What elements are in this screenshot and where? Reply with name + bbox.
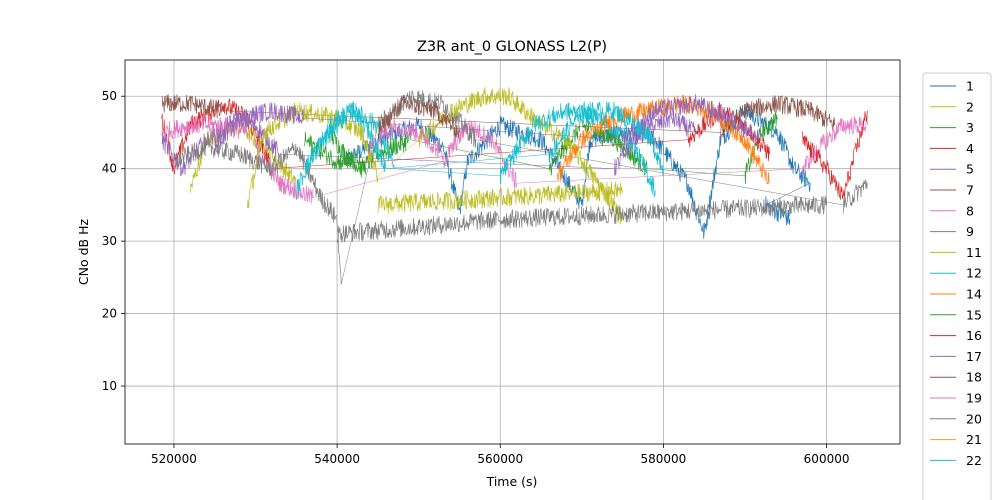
- legend-label: 11: [966, 245, 982, 260]
- x-tick-label: 540000: [314, 452, 360, 466]
- x-tick-label: 560000: [477, 452, 523, 466]
- series-line: [336, 195, 827, 244]
- series-line: [377, 94, 460, 139]
- legend-label: 4: [966, 141, 974, 156]
- legend-label: 3: [966, 120, 974, 135]
- series-line: [622, 94, 762, 147]
- series-line: [173, 137, 342, 285]
- legend-label: 20: [966, 411, 982, 426]
- legend-box: [922, 72, 992, 500]
- series-line: [744, 111, 778, 185]
- series-connector: [475, 139, 843, 206]
- legend-label: 2: [966, 99, 974, 114]
- series-line: [377, 181, 623, 214]
- series-connector: [247, 132, 256, 148]
- legend-label: 17: [966, 349, 982, 364]
- legend-label: 19: [966, 391, 982, 406]
- series-line: [842, 179, 868, 214]
- series-16: [801, 110, 868, 200]
- series-lines: [161, 87, 868, 285]
- series-line: [161, 94, 223, 119]
- legend-label: 18: [966, 370, 982, 385]
- y-tick-label: 50: [102, 89, 117, 103]
- series-line: [418, 87, 623, 225]
- x-tick-label: 520000: [151, 452, 197, 466]
- series-connector: [394, 168, 501, 177]
- legend-label: 16: [966, 328, 982, 343]
- series-line: [801, 115, 868, 177]
- x-tick-label: 600000: [804, 452, 850, 466]
- y-axis-label: CNo dB Hz: [76, 218, 91, 285]
- series-connector: [340, 125, 379, 285]
- series-20: [336, 195, 827, 244]
- legend-label: 5: [966, 162, 974, 177]
- legend-label: 7: [966, 183, 974, 198]
- legend-label: 22: [966, 453, 982, 468]
- y-tick-label: 30: [102, 234, 117, 248]
- y-tick-label: 40: [102, 162, 117, 176]
- x-axis: 520000 540000 560000 580000 600000: [151, 444, 849, 466]
- legend-label: 14: [966, 287, 982, 302]
- series-line: [255, 138, 313, 204]
- series-9: [173, 90, 868, 285]
- series-line: [214, 102, 305, 152]
- y-tick-label: 20: [102, 307, 117, 321]
- series-21: [377, 181, 623, 214]
- legend-label: 12: [966, 266, 982, 281]
- series-line: [304, 101, 387, 175]
- chart-title: Z3R ant_0 GLONASS L2(P): [417, 39, 607, 55]
- series-line: [548, 101, 664, 177]
- series-connector: [386, 153, 550, 169]
- legend-label: 1: [966, 79, 974, 94]
- y-axis: 10 20 30 40 50: [102, 89, 125, 393]
- series-line: [304, 131, 362, 171]
- series-line: [369, 116, 444, 160]
- series-line: [557, 94, 770, 185]
- legend-label: 8: [966, 203, 974, 218]
- series-14: [557, 94, 770, 185]
- series-line: [499, 102, 656, 197]
- series-line: [801, 110, 868, 200]
- series-19: [369, 116, 444, 160]
- series-8: [161, 115, 868, 204]
- legend-label: 9: [966, 224, 974, 239]
- series-connector: [279, 153, 615, 169]
- x-tick-label: 580000: [641, 452, 687, 466]
- series-22: [304, 101, 664, 177]
- x-axis-label: Time (s): [486, 474, 538, 489]
- series-connector: [516, 168, 803, 184]
- series-line: [765, 195, 791, 226]
- legend-label: 21: [966, 432, 982, 447]
- series-15: [304, 131, 362, 171]
- series-18: [377, 94, 460, 139]
- plot-frame: [124, 59, 901, 445]
- y-tick-label: 10: [102, 379, 117, 393]
- series-connector: [271, 139, 688, 169]
- legend-label: 15: [966, 307, 982, 322]
